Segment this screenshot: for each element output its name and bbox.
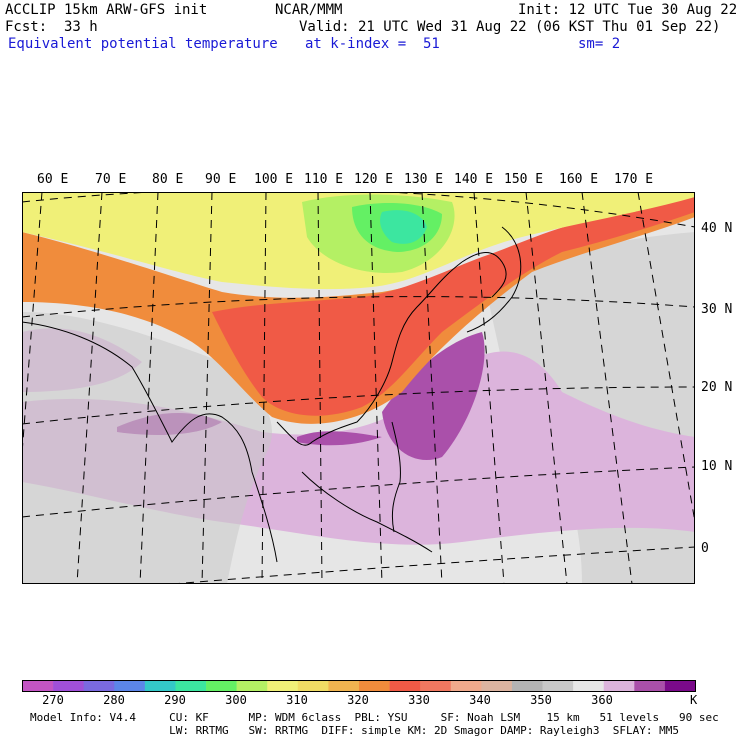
china-coast <box>276 261 463 446</box>
colorbar-cell <box>420 680 452 692</box>
lat-label: 20 N <box>701 380 733 395</box>
colorbar-cell <box>573 680 605 692</box>
colorbar-cell <box>450 680 482 692</box>
lat-line-0 <box>171 546 695 584</box>
lat-line-30 <box>22 296 695 318</box>
colorbar-cell <box>603 680 635 692</box>
lat-line-10 <box>22 466 695 518</box>
colorbar-cell <box>664 680 696 692</box>
borneo-coast <box>301 471 433 553</box>
lat-label: 40 N <box>701 221 733 236</box>
lat-line-20 <box>22 386 695 425</box>
colorbar-cell <box>144 680 176 692</box>
south-asia-land <box>22 312 272 584</box>
colorbar-cell <box>634 680 666 692</box>
model-info-line2: LW: RRTMG SW: RRTMG DIFF: simple KM: 2D … <box>30 724 680 737</box>
colorbar-tick: 350 <box>530 693 552 707</box>
colorbar-tick: 280 <box>103 693 125 707</box>
japan-coast <box>466 226 522 333</box>
forecast-hours: 33 h <box>64 19 98 35</box>
lon-label: 60 E <box>37 172 69 187</box>
colorbar-unit: K <box>690 693 698 707</box>
colorbar-tick: 290 <box>164 693 186 707</box>
colorbar-cell <box>22 680 54 692</box>
warm-core-red <box>212 192 695 416</box>
colorbar-cell <box>328 680 360 692</box>
colorbar-cell <box>359 680 390 692</box>
model-title: ACCLIP 15km ARW-GFS init <box>5 2 208 18</box>
lon-line-80 <box>139 192 159 584</box>
colorbar-cell <box>114 680 146 692</box>
lon-line-150 <box>525 192 568 584</box>
lon-line-70 <box>76 192 103 584</box>
field-name: Equivalent potential temperature <box>8 36 278 52</box>
lat-label: 0 <box>701 541 709 556</box>
organization: NCAR/MMM <box>275 2 343 18</box>
lon-label: 70 E <box>95 172 127 187</box>
colorbar-tick: 360 <box>591 693 613 707</box>
colorbar-cell <box>297 680 329 692</box>
theta-e-max-scs <box>297 431 382 446</box>
lat-label: 30 N <box>701 302 733 317</box>
colorbar-cell <box>53 680 84 692</box>
colorbar <box>22 680 696 692</box>
lon-line-110 <box>317 192 323 584</box>
colorbar-cell <box>83 680 115 692</box>
lon-line-160 <box>581 192 633 584</box>
lat-label: 10 N <box>701 459 733 474</box>
lon-label: 90 E <box>205 172 237 187</box>
level-index: at k-index = 51 <box>305 36 440 52</box>
philippines-coast <box>391 421 401 533</box>
colorbar-frame <box>22 680 696 692</box>
cool-core-teal <box>380 210 427 244</box>
model-info-line1: Model Info: V4.4 CU: KF MP: WDM 6class P… <box>30 711 719 724</box>
colorbar-tick: 340 <box>469 693 491 707</box>
theta-e-max-east <box>382 332 485 460</box>
valid-time: Valid: 21 UTC Wed 31 Aug 22 (06 KST Thu … <box>299 19 721 35</box>
lon-line-130 <box>421 192 443 584</box>
lon-line-120 <box>369 192 383 584</box>
lon-label: 120 E <box>354 172 394 187</box>
lon-line-60 <box>22 192 43 460</box>
colorbar-tick: 270 <box>42 693 64 707</box>
coastlines <box>22 226 522 563</box>
colorbar-tick: 300 <box>225 693 247 707</box>
lon-label: 110 E <box>304 172 344 187</box>
colorbar-cell <box>206 680 237 692</box>
lon-line-90 <box>201 192 213 584</box>
map-frame <box>22 192 695 584</box>
lon-label: 130 E <box>404 172 444 187</box>
forecast-label: Fcst: <box>5 19 48 35</box>
colorbar-cell <box>511 680 543 692</box>
colorbar-cell <box>542 680 574 692</box>
lon-label: 150 E <box>504 172 544 187</box>
lon-label: 160 E <box>559 172 599 187</box>
lon-label: 100 E <box>254 172 294 187</box>
lon-line-140 <box>473 192 505 584</box>
graticule <box>22 192 695 584</box>
lon-line-100 <box>261 192 267 584</box>
colorbar-tick: 320 <box>347 693 369 707</box>
init-time: Init: 12 UTC Tue 30 Aug 22 <box>518 2 738 18</box>
colorbar-cell <box>481 680 513 692</box>
lat-line-40 <box>22 192 695 228</box>
colorbar-cell <box>389 680 421 692</box>
colorbar-tick: 330 <box>408 693 430 707</box>
korea-coast <box>461 252 507 298</box>
lon-label: 140 E <box>454 172 494 187</box>
colorbar-cell <box>236 680 268 692</box>
indian-subcontinent-coast <box>22 321 278 563</box>
colorbar-tick: 310 <box>286 693 308 707</box>
colorbar-cell <box>175 680 207 692</box>
smoothing: sm= 2 <box>578 36 621 52</box>
colorbar-cell <box>267 680 299 692</box>
lon-label: 170 E <box>614 172 654 187</box>
lon-label: 80 E <box>152 172 184 187</box>
equivalent-potential-temperature-map <box>22 192 695 584</box>
